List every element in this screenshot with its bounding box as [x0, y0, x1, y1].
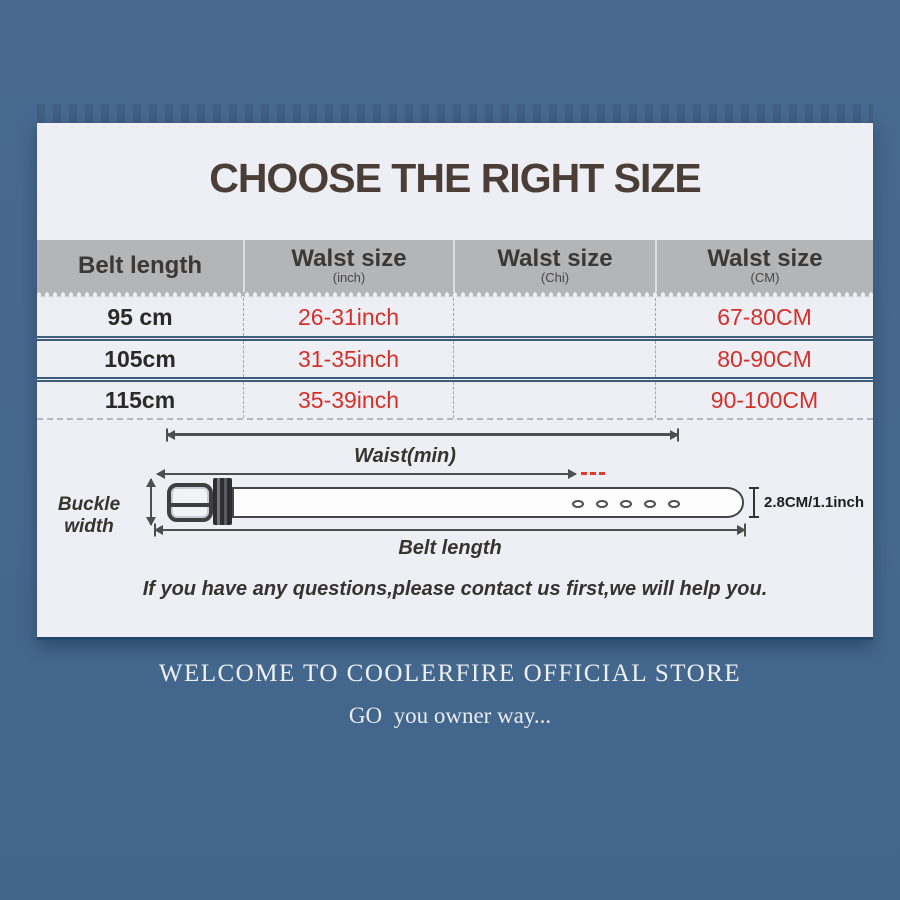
dimension-end-tick: [154, 523, 156, 537]
store-welcome-text: WELCOME TO COOLERFIRE OFFICIAL STORE: [158, 660, 742, 687]
store-tagline-text: GO you owner way...: [348, 703, 552, 728]
table-row: 115cm 35-39inch 90-100CM: [37, 377, 873, 418]
header-sublabel: (CM): [750, 270, 780, 286]
arrow-left-icon: [154, 525, 163, 535]
size-guide-card: CHOOSE THE RIGHT SIZE Belt length Walst …: [37, 123, 873, 640]
dimension-end-tick: [677, 428, 679, 441]
buckle-prong: [168, 503, 222, 507]
cell-waist-cm: 67-80CM: [655, 298, 873, 336]
contact-note: If you have any questions,please contact…: [142, 578, 768, 600]
cell-waist-inch: 26-31inch: [243, 298, 453, 336]
card-perforated-edge: [37, 104, 873, 123]
belt-hole: [644, 500, 656, 508]
header-sawtooth-edge: [37, 292, 873, 298]
waist-top-dimension-line: [166, 428, 679, 441]
arrow-left-icon: [166, 429, 175, 440]
buckle-width-label: Buckle width: [57, 494, 121, 537]
size-table-header-row: Belt length Walst size (inch) Walst size…: [37, 240, 873, 292]
table-row: 95 cm 26-31inch 67-80CM: [37, 298, 873, 336]
waist-min-label: Waist(min): [354, 445, 456, 467]
arrow-left-icon: [156, 469, 165, 479]
belt-length-label: Belt length: [398, 537, 502, 559]
belt-keeper-loop: [213, 478, 232, 525]
strap-width-bracket: [749, 487, 759, 518]
waist-min-red-dash: [581, 472, 605, 475]
table-row: 105cm 31-35inch 80-90CM: [37, 336, 873, 377]
cell-belt-length: 105cm: [104, 345, 176, 372]
cell-waist-chi: [453, 341, 655, 377]
strap-width-label: 2.8CM/1.1inch: [764, 494, 865, 511]
cell-waist-inch: 35-39inch: [243, 382, 453, 418]
cell-waist-chi: [453, 298, 655, 336]
cell-waist-chi: [453, 382, 655, 418]
cell-waist-cm: 90-100CM: [655, 382, 873, 418]
dimension-end-tick: [744, 523, 746, 537]
header-waist-chi: Walst size (Chi): [453, 240, 655, 292]
header-sublabel: (Chi): [540, 270, 570, 286]
page-title: CHOOSE THE RIGHT SIZE: [209, 155, 702, 201]
cell-waist-cm: 80-90CM: [655, 341, 873, 377]
header-waist-inch: Walst size (inch): [243, 240, 453, 292]
arrow-right-icon: [737, 525, 746, 535]
table-bottom-dashed-edge: [37, 418, 873, 420]
cell-waist-inch: 31-35inch: [243, 341, 453, 377]
cell-belt-length: 115cm: [104, 386, 176, 413]
belt-strap: [232, 487, 744, 518]
cell-belt-length: 95 cm: [107, 303, 173, 330]
dimension-end-tick: [166, 428, 168, 441]
size-table: Belt length Walst size (inch) Walst size…: [37, 240, 873, 420]
header-label: Walst size: [707, 245, 823, 273]
belt-length-dimension-line: [154, 523, 746, 537]
arrow-down-icon: [146, 517, 156, 526]
arrow-right-icon: [568, 469, 577, 479]
belt-buckle: [167, 483, 222, 522]
belt-hole: [596, 500, 608, 508]
waist-min-dimension-line: [156, 469, 577, 479]
belt-hole: [620, 500, 632, 508]
header-sublabel: (inch): [332, 270, 366, 286]
arrow-up-icon: [146, 478, 156, 487]
belt-hole: [668, 500, 680, 508]
header-waist-cm: Walst size (CM): [655, 240, 873, 292]
belt-hole: [572, 500, 584, 508]
header-label: Walst size: [291, 245, 407, 273]
header-label: Walst size: [497, 245, 613, 273]
buckle-width-dimension-line: [146, 478, 156, 526]
header-belt-length: Belt length: [37, 240, 243, 292]
arrow-right-icon: [670, 429, 679, 440]
header-label: Belt length: [78, 252, 202, 280]
